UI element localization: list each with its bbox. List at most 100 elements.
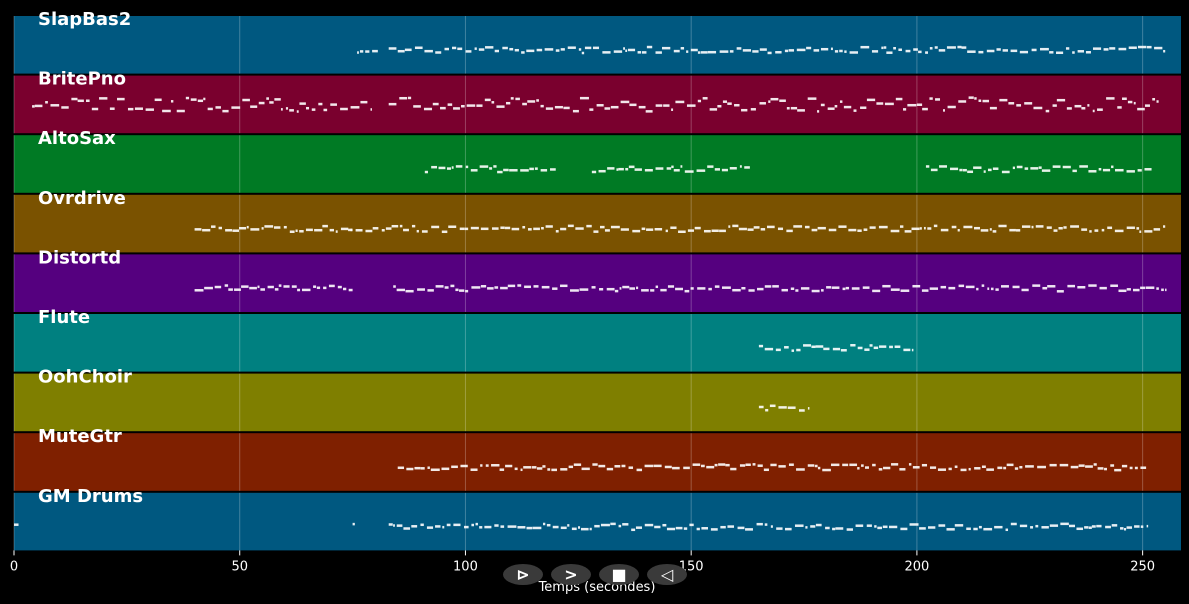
track-britepno: BritePno <box>13 69 1181 134</box>
note <box>455 288 459 292</box>
note <box>978 525 982 529</box>
note <box>388 102 397 106</box>
note <box>457 47 463 51</box>
note <box>451 166 454 169</box>
note <box>865 466 869 469</box>
note <box>714 168 721 171</box>
note <box>507 284 516 288</box>
back-button[interactable]: ◁ <box>647 564 687 585</box>
note <box>830 47 833 51</box>
note <box>678 230 686 234</box>
note <box>424 170 428 174</box>
note <box>973 166 982 169</box>
note <box>77 99 84 103</box>
x-axis-label: Temps (secondes) <box>538 580 656 595</box>
note <box>1105 525 1111 529</box>
note <box>610 225 620 229</box>
note <box>718 463 726 466</box>
note <box>1088 284 1097 287</box>
note <box>646 228 654 231</box>
note <box>1153 228 1161 231</box>
note <box>396 524 403 527</box>
note <box>992 167 999 170</box>
note <box>697 287 706 290</box>
note <box>606 467 614 471</box>
note <box>1114 468 1122 472</box>
note <box>1097 467 1104 470</box>
note <box>1102 168 1111 172</box>
note <box>260 288 265 291</box>
note <box>650 289 655 292</box>
note <box>502 46 508 50</box>
note <box>817 466 821 470</box>
note <box>706 465 715 469</box>
note <box>427 289 434 292</box>
note <box>879 345 887 348</box>
note <box>878 468 883 471</box>
note <box>654 227 663 231</box>
note <box>598 169 606 173</box>
note <box>505 464 513 468</box>
note <box>487 287 494 290</box>
note <box>779 99 786 102</box>
note <box>517 526 526 529</box>
track-label: SlapBas2 <box>38 9 131 30</box>
note <box>71 97 78 101</box>
forward-button[interactable]: > <box>551 564 591 585</box>
note <box>396 288 405 292</box>
note <box>1042 286 1048 290</box>
note <box>215 106 221 109</box>
x-tick-label: 0 <box>10 559 18 574</box>
note <box>871 50 879 53</box>
note <box>420 467 425 470</box>
note <box>876 102 884 105</box>
note <box>560 526 567 530</box>
note <box>641 51 647 54</box>
note <box>264 225 274 228</box>
note <box>14 523 19 526</box>
note <box>635 526 643 529</box>
note <box>589 527 592 531</box>
x-tick-label: 250 <box>1130 559 1155 574</box>
note <box>1005 528 1009 532</box>
track-slapbas2: SlapBas2 <box>13 9 1181 74</box>
note <box>739 165 742 168</box>
note <box>620 100 630 104</box>
note <box>536 467 543 470</box>
note <box>592 46 600 50</box>
note <box>951 225 957 229</box>
note <box>520 169 529 172</box>
note <box>1056 98 1066 102</box>
note <box>974 97 977 100</box>
note <box>1012 285 1020 289</box>
note <box>517 284 522 287</box>
stop-button[interactable]: ■ <box>599 564 639 585</box>
note <box>1140 525 1144 528</box>
note <box>370 108 372 111</box>
note <box>610 105 619 109</box>
note <box>393 524 395 527</box>
note <box>489 167 493 170</box>
note <box>1077 286 1086 289</box>
note <box>607 167 615 170</box>
play-button[interactable]: ⊳ <box>503 564 543 585</box>
note <box>927 227 932 230</box>
note <box>1089 230 1092 233</box>
note <box>222 109 229 113</box>
note <box>850 343 856 347</box>
note <box>1030 526 1034 529</box>
note <box>811 289 820 293</box>
note <box>872 463 876 467</box>
note <box>1052 104 1057 107</box>
note <box>736 47 742 50</box>
note <box>448 225 457 228</box>
note <box>571 527 577 531</box>
note <box>581 467 590 471</box>
note <box>50 104 60 107</box>
note <box>493 165 497 168</box>
note <box>1074 104 1082 108</box>
note <box>781 288 788 292</box>
note <box>478 48 485 51</box>
note <box>1136 227 1140 230</box>
